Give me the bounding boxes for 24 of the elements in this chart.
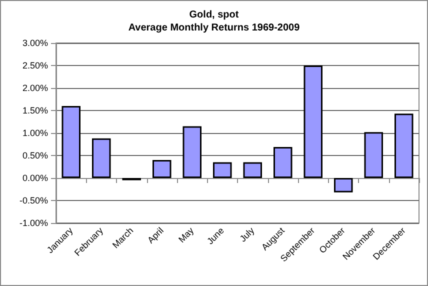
y-tick-label: -0.50% — [19, 196, 48, 206]
y-tick-label: 1.50% — [22, 106, 48, 116]
y-tick-label: 0.00% — [22, 173, 48, 183]
bar — [152, 160, 172, 178]
y-tick-label: -1.00% — [19, 218, 48, 228]
x-tick-label: May — [176, 225, 196, 245]
y-tick-label: 2.50% — [22, 60, 48, 70]
y-tick-label: 2.00% — [22, 83, 48, 93]
bar — [182, 126, 202, 178]
chart-title: Gold, spot — [189, 10, 240, 20]
chart-subtitle: Average Monthly Returns 1969-2009 — [128, 22, 300, 34]
bar — [334, 178, 353, 192]
bar — [213, 162, 232, 178]
bar — [394, 114, 414, 178]
y-tick-label: 3.00% — [22, 38, 48, 48]
bar — [92, 138, 111, 178]
y-tick-label: 0.50% — [22, 150, 48, 160]
bar — [62, 106, 81, 178]
bar — [304, 66, 323, 178]
bar — [243, 162, 262, 178]
x-tick-label: July — [238, 225, 257, 244]
y-tick-label: 1.00% — [22, 128, 48, 138]
bar — [274, 146, 292, 178]
bar — [364, 132, 384, 178]
